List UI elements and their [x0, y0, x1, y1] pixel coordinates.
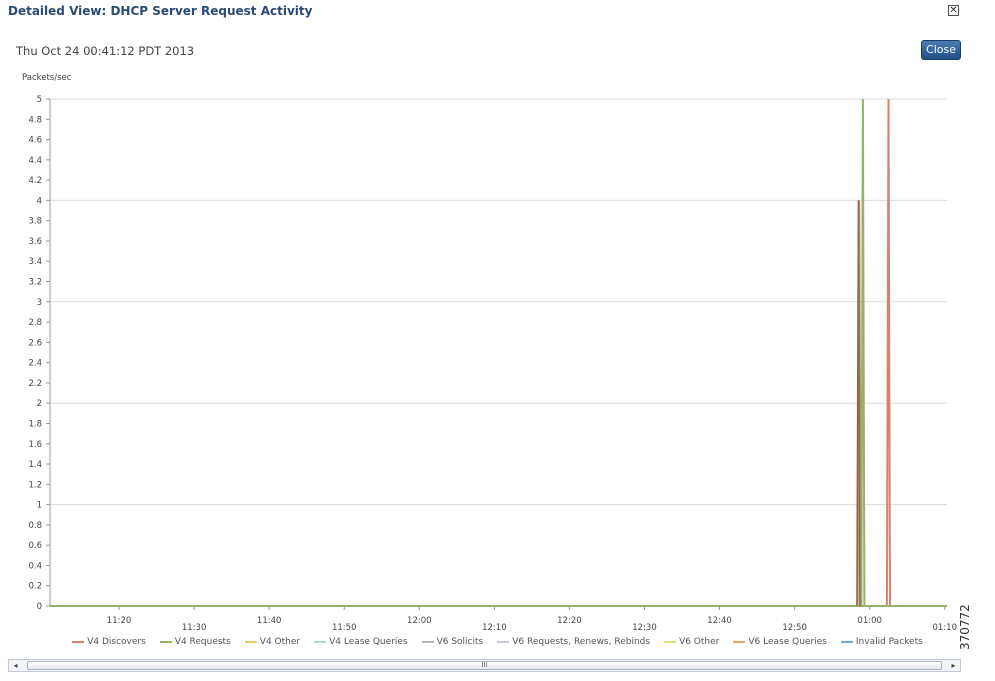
legend-item[interactable]: V4 Lease Queries	[314, 637, 408, 647]
y-tick-label: 3.2	[28, 278, 42, 288]
x-tick-label: 01:00	[857, 616, 882, 626]
legend-item[interactable]: V6 Requests, Renews, Rebinds	[497, 637, 650, 647]
x-tick-label: 11:50	[332, 623, 357, 633]
y-tick-label: 5	[37, 95, 42, 105]
legend-swatch	[314, 641, 327, 643]
legend-swatch	[244, 641, 257, 643]
y-tick-label: 4.4	[28, 156, 42, 166]
y-tick-label: 2.2	[28, 379, 42, 389]
x-tick-label: 12:30	[632, 623, 657, 633]
legend-item[interactable]: Invalid Packets	[840, 637, 923, 647]
y-tick-label: 3	[37, 298, 42, 308]
x-tick-label: 12:40	[707, 616, 732, 626]
y-tick-label: 1.4	[28, 460, 42, 470]
legend-item[interactable]: V6 Lease Queries	[733, 637, 827, 647]
packets-line-chart: Packets/sec 0 0.2 0.4 0.6 0.8 1 1.2 1.4 1.6 1.8 2 2.…	[22, 73, 957, 633]
legend-swatch	[421, 641, 434, 643]
series-line-overlay	[856, 200, 861, 607]
y-tick-label: 3.8	[28, 217, 42, 227]
x-tick-label: 12:20	[557, 616, 582, 626]
y-tick-label: 4.6	[28, 136, 42, 146]
y-tick-label: 2.6	[28, 338, 42, 348]
close-icon[interactable]: ✕	[948, 5, 959, 16]
x-tick-label: 01:10	[932, 623, 957, 633]
y-tick-label: 2.4	[28, 359, 42, 369]
y-tick-label: 4.8	[28, 115, 42, 125]
x-tick-label: 11:40	[257, 616, 282, 626]
y-tick-label: 2	[37, 399, 42, 409]
figure-id: 370772	[958, 604, 972, 650]
y-tick-label: 1	[37, 501, 42, 511]
x-tick-label: 12:10	[482, 623, 507, 633]
legend-label: V6 Other	[679, 637, 720, 647]
legend-swatch	[159, 641, 172, 643]
x-tick-label: 11:20	[107, 616, 132, 626]
y-tick-label: 3.4	[28, 257, 42, 267]
series-line	[50, 98, 947, 607]
legend-label: Invalid Packets	[855, 637, 923, 647]
legend-swatch	[664, 641, 677, 643]
scroll-left-icon[interactable]: ◂	[13, 661, 18, 670]
close-button[interactable]: Close	[921, 40, 961, 60]
y-tick-label: 4	[37, 196, 42, 206]
x-tick-label: 12:50	[782, 623, 807, 633]
horizontal-scrollbar[interactable]: ◂ III ▸	[8, 659, 961, 672]
y-tick-label: 1.6	[28, 440, 42, 450]
legend-item[interactable]: V4 Discovers	[72, 637, 146, 647]
legend-label: V6 Requests, Renews, Rebinds	[512, 637, 651, 647]
y-tick-label: 2.8	[28, 318, 42, 328]
series-line	[50, 98, 947, 607]
legend-swatch	[733, 641, 746, 643]
y-tick-label: 0	[37, 602, 42, 612]
scroll-thumb[interactable]: III	[27, 661, 942, 670]
y-tick-label: 1.2	[28, 480, 42, 490]
legend-label: V6 Solicits	[436, 637, 484, 647]
legend-item[interactable]: V6 Other	[664, 637, 719, 647]
y-tick-label: 0.8	[28, 521, 42, 531]
y-tick-label: 4.2	[28, 176, 42, 186]
y-tick-label: 3.6	[28, 237, 42, 247]
x-tick-label: 11:30	[182, 623, 207, 633]
y-tick-label: 0.6	[28, 541, 42, 551]
y-tick-label: 1.8	[28, 419, 42, 429]
legend-item[interactable]: V6 Solicits	[421, 637, 484, 647]
legend-swatch	[497, 641, 510, 643]
scroll-right-icon[interactable]: ▸	[951, 661, 956, 670]
legend-label: V6 Lease Queries	[748, 637, 827, 647]
window-title: Detailed View: DHCP Server Request Activ…	[8, 4, 313, 18]
y-axis-label: Packets/sec	[22, 73, 72, 83]
legend-label: V4 Lease Queries	[329, 637, 408, 647]
timestamp: Thu Oct 24 00:41:12 PDT 2013	[16, 44, 195, 58]
chart-legend: V4 Discovers V4 Requests V4 Other V4 Lease …	[0, 637, 995, 647]
legend-item[interactable]: V4 Requests	[159, 637, 231, 647]
legend-swatch	[72, 641, 85, 643]
legend-label: V4 Discovers	[87, 637, 146, 647]
y-tick-label: 0.4	[28, 561, 42, 571]
legend-swatch	[840, 641, 853, 643]
y-tick-label: 0.2	[28, 582, 42, 592]
legend-label: V4 Other	[259, 637, 301, 647]
legend-label: V4 Requests	[174, 637, 231, 647]
x-tick-label: 12:00	[407, 616, 432, 626]
legend-item[interactable]: V4 Other	[244, 637, 301, 647]
